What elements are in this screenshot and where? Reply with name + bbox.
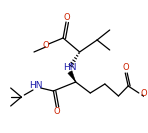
Text: O: O: [64, 13, 70, 22]
Text: HN: HN: [63, 63, 77, 72]
Text: O: O: [123, 63, 130, 72]
Polygon shape: [68, 71, 76, 82]
Text: O: O: [42, 41, 49, 51]
Text: HN: HN: [29, 82, 43, 90]
Text: O: O: [141, 90, 147, 99]
Text: O: O: [54, 107, 61, 117]
